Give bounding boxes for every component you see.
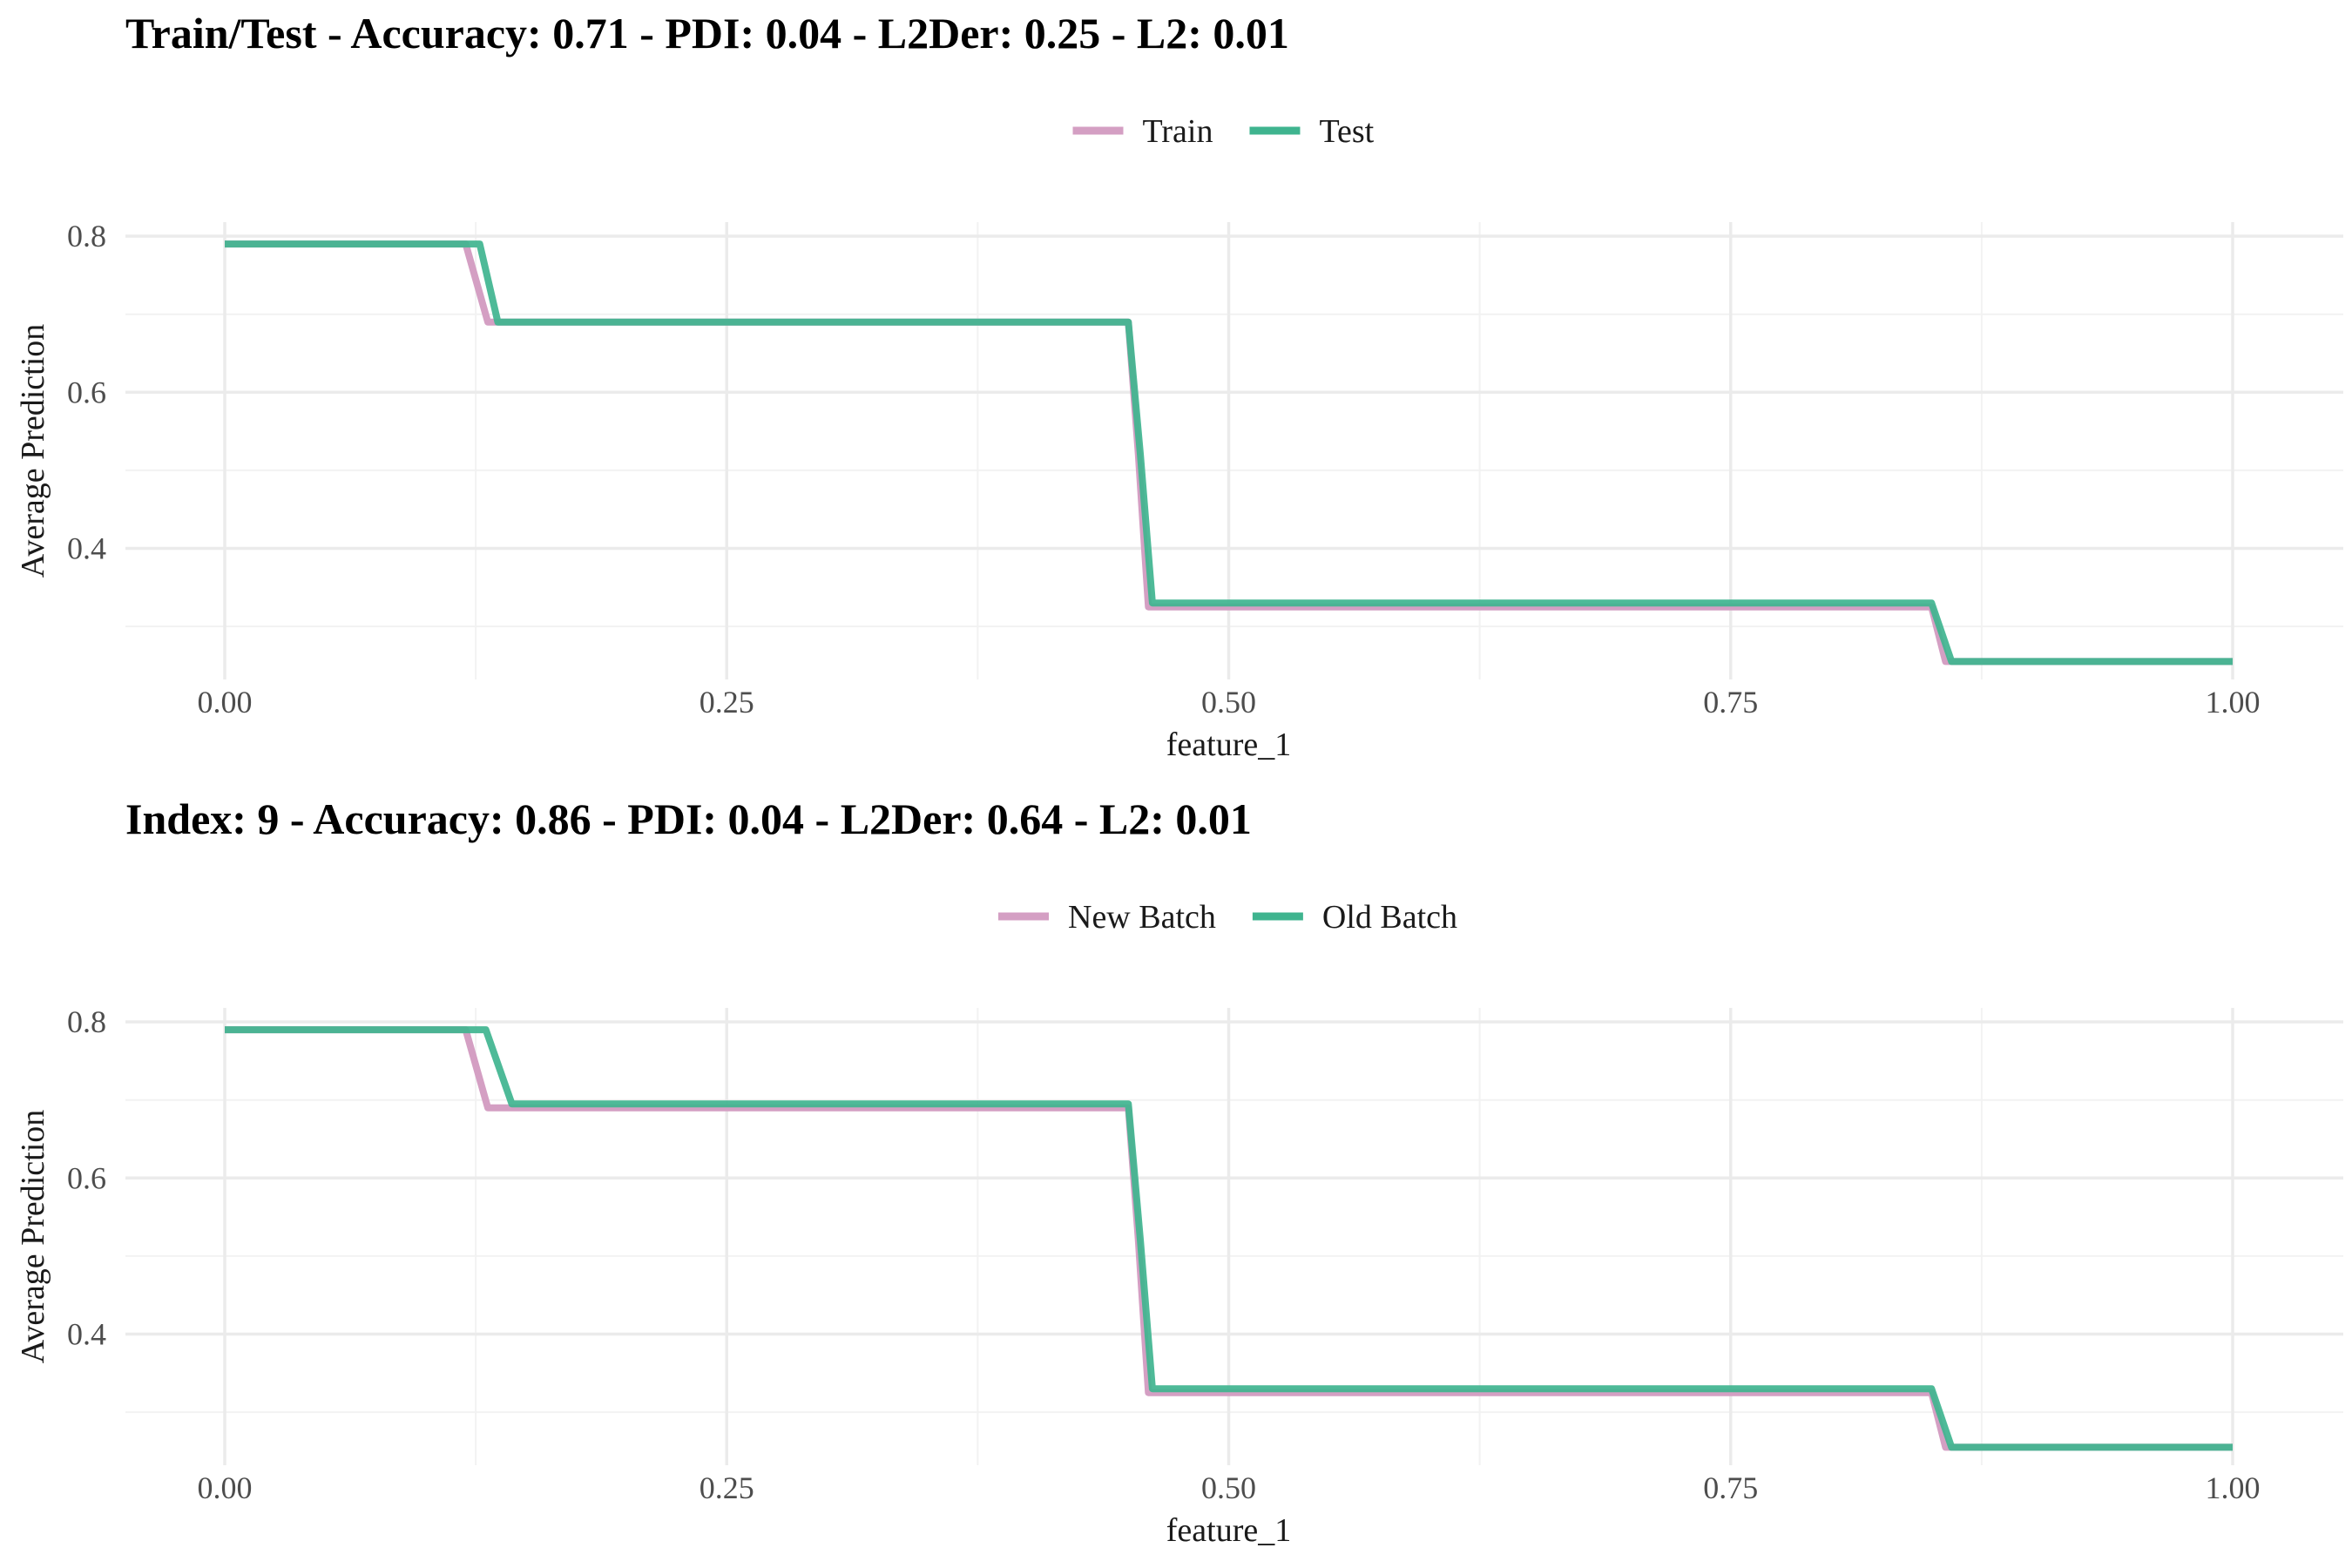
x-tick-label: 0.25 bbox=[700, 685, 754, 720]
x-tick-label: 0.25 bbox=[700, 1470, 754, 1505]
x-tick-label: 0.75 bbox=[1703, 685, 1758, 720]
y-axis-label: Average Prediction bbox=[15, 1110, 51, 1364]
x-tick-label: 0.50 bbox=[1201, 685, 1256, 720]
grid bbox=[125, 1008, 2343, 1465]
y-tick-label: 0.6 bbox=[67, 1160, 106, 1195]
series-line-test bbox=[225, 240, 2233, 666]
x-tick-label: 0.50 bbox=[1201, 1470, 1256, 1505]
legend-label: Train bbox=[1143, 113, 1213, 150]
series-line-old-batch bbox=[225, 1026, 2233, 1451]
x-axis-label: feature_1 bbox=[1166, 727, 1291, 763]
chart-panel-train-test: Train/Test - Accuracy: 0.71 - PDI: 0.04 … bbox=[15, 9, 2343, 763]
legend-item: Old Batch bbox=[1252, 899, 1457, 936]
chart-title: Index: 9 - Accuracy: 0.86 - PDI: 0.04 - … bbox=[125, 794, 1252, 843]
legend: New Batch Old Batch bbox=[998, 899, 1457, 936]
chart-title: Train/Test - Accuracy: 0.71 - PDI: 0.04 … bbox=[125, 9, 1289, 57]
legend-item: Test bbox=[1249, 113, 1375, 150]
legend-label: Old Batch bbox=[1322, 899, 1457, 936]
x-tick-label: 1.00 bbox=[2206, 685, 2261, 720]
legend-label: New Batch bbox=[1068, 899, 1216, 936]
legend: Train Test bbox=[1072, 113, 1375, 150]
y-tick-label: 0.4 bbox=[67, 1316, 106, 1351]
chart-panel-batch: Index: 9 - Accuracy: 0.86 - PDI: 0.04 - … bbox=[15, 794, 2343, 1549]
x-tick-label: 0.00 bbox=[198, 685, 253, 720]
y-tick-label: 0.4 bbox=[67, 531, 106, 565]
y-tick-label: 0.6 bbox=[67, 375, 106, 409]
grid bbox=[125, 222, 2343, 679]
x-axis-label: feature_1 bbox=[1166, 1512, 1291, 1549]
y-tick-label: 0.8 bbox=[67, 1004, 106, 1039]
y-tick-label: 0.8 bbox=[67, 219, 106, 253]
legend-item: New Batch bbox=[998, 899, 1216, 936]
x-tick-label: 0.00 bbox=[198, 1470, 253, 1505]
legend-label: Test bbox=[1319, 113, 1374, 150]
x-tick-label: 1.00 bbox=[2206, 1470, 2261, 1505]
x-tick-label: 0.75 bbox=[1703, 1470, 1758, 1505]
legend-item: Train bbox=[1072, 113, 1213, 150]
y-axis-label: Average Prediction bbox=[15, 324, 51, 578]
